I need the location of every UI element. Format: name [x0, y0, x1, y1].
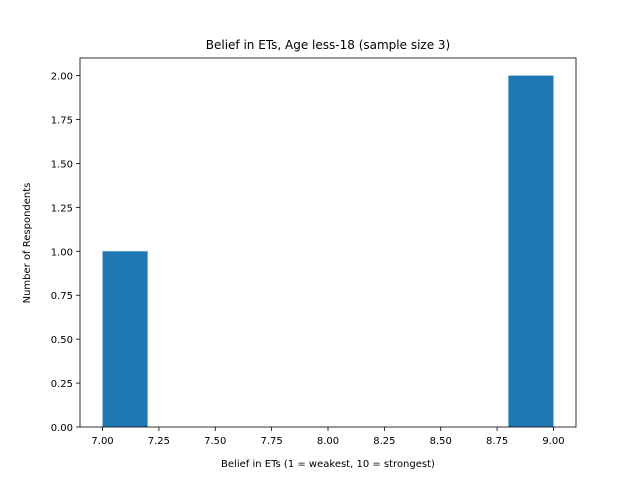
histogram-bar: [102, 251, 148, 427]
x-tick-label: 8.75: [486, 436, 508, 447]
x-tick-label: 7.25: [148, 436, 170, 447]
y-tick-label: 1.00: [51, 247, 73, 258]
histogram-bar: [508, 75, 554, 428]
x-tick-label: 9.00: [542, 436, 564, 447]
bars-group: [102, 75, 554, 428]
y-axis-label: Number of Respondents: [22, 183, 33, 304]
x-tick-label: 7.50: [204, 436, 226, 447]
x-tick-label: 7.75: [261, 436, 283, 447]
chart-title: Belief in ETs, Age less-18 (sample size …: [206, 38, 450, 52]
y-tick-label: 1.50: [51, 159, 73, 170]
y-tick-label: 2.00: [51, 72, 73, 83]
y-axis-ticks: 0.00 0.25 0.50 0.75 1.00 1.25 1.50 1.75 2.00: [51, 72, 80, 434]
plot-frame: [79, 57, 577, 428]
y-tick-label: 0.00: [51, 423, 73, 434]
x-axis-label: Belief in ETs (1 = weakest, 10 = stronge…: [221, 459, 435, 470]
x-tick-label: 7.00: [91, 436, 113, 447]
y-tick-label: 1.75: [51, 116, 73, 127]
x-axis-ticks: 7.00 7.25 7.50 7.75 8.00 8.25 8.50 8.75 9.00: [91, 427, 565, 447]
y-tick-label: 0.50: [51, 335, 73, 346]
x-tick-label: 8.00: [317, 436, 339, 447]
x-tick-label: 8.25: [373, 436, 395, 447]
y-tick-label: 1.25: [51, 203, 73, 214]
y-tick-label: 0.75: [51, 291, 73, 302]
x-tick-label: 8.50: [430, 436, 452, 447]
y-tick-label: 0.25: [51, 379, 73, 390]
